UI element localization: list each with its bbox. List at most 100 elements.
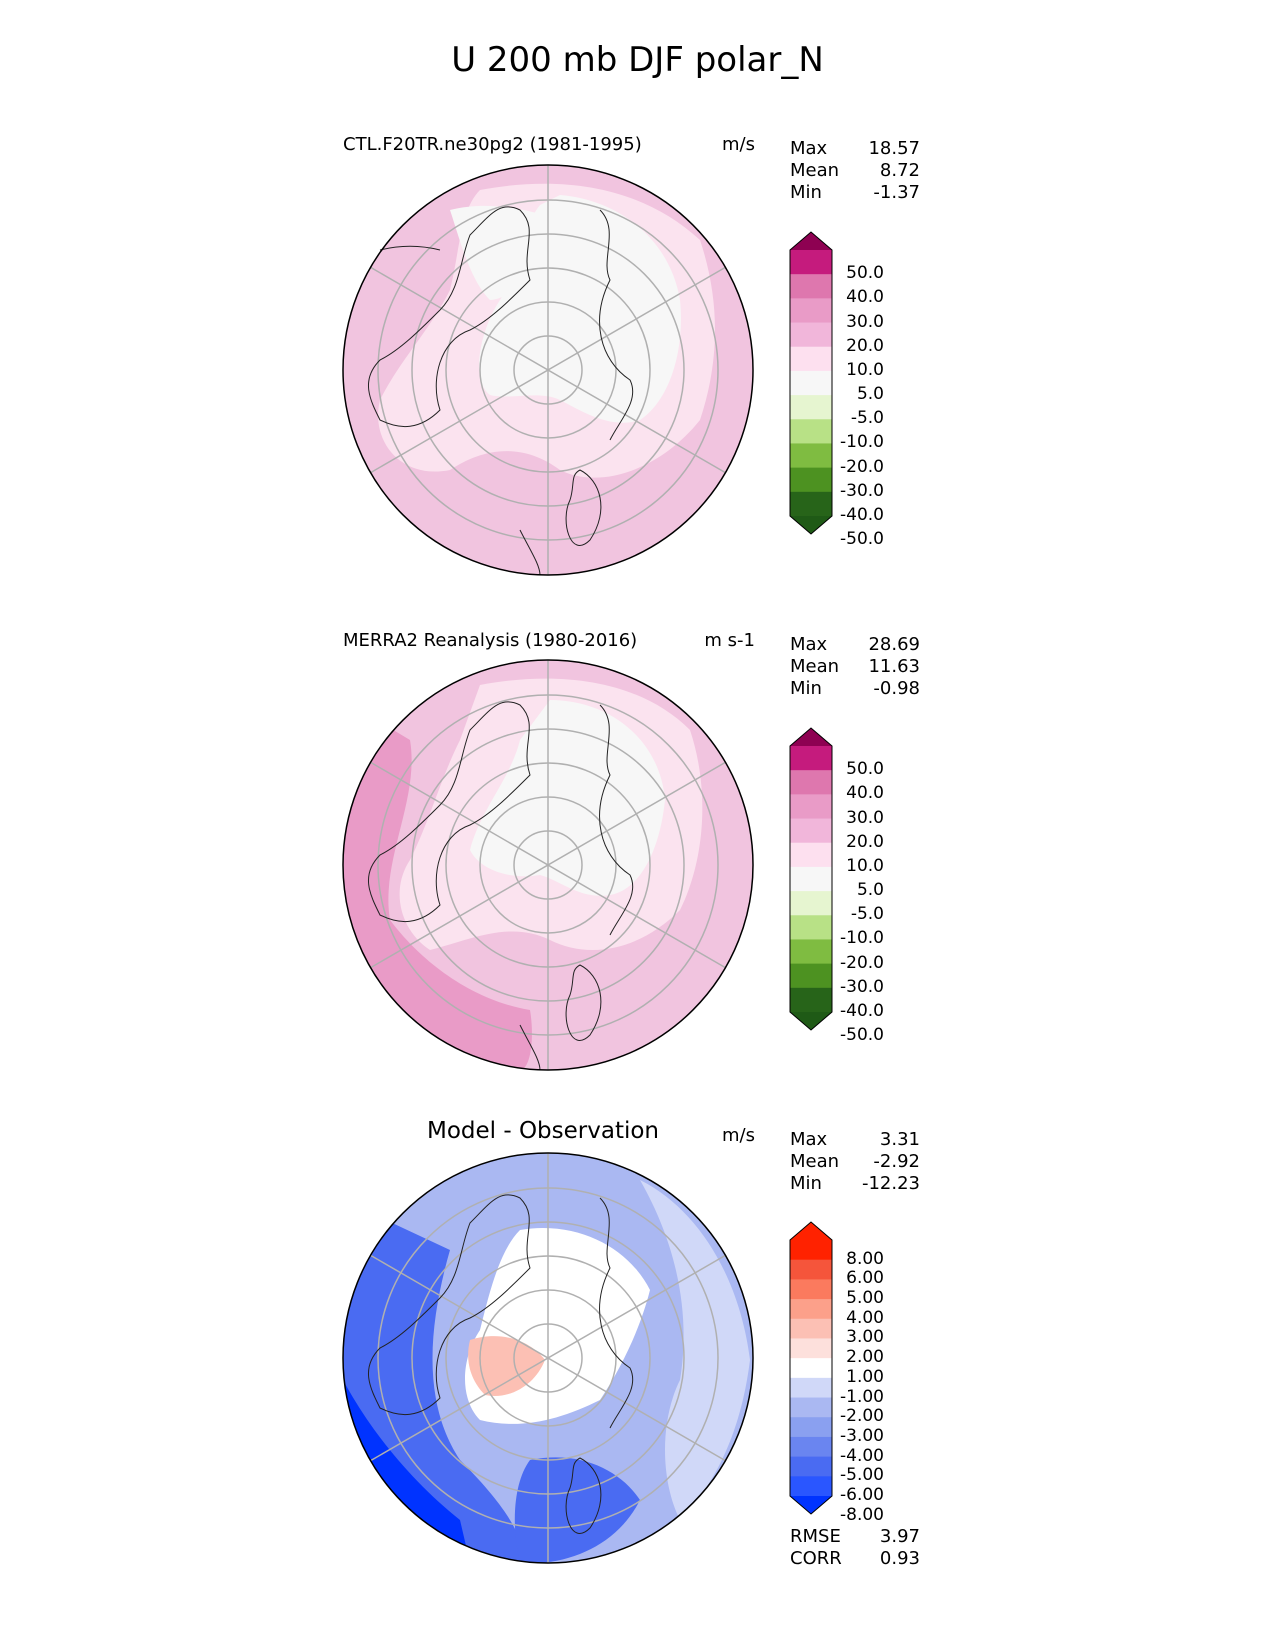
colorbar-segment — [790, 467, 832, 493]
stats-block: Max 28.69 Mean 11.63 Min -0.98 — [790, 634, 920, 699]
panel-units: m s-1 — [704, 630, 755, 651]
field-fill-near-zero — [450, 205, 560, 300]
colorbar-tick-label: -50.0 — [840, 529, 884, 550]
colorbar-segment — [790, 915, 832, 940]
colorbar-segment — [790, 963, 832, 989]
map-boundary — [342, 1152, 754, 1564]
colorbar-tick-label: -40.0 — [840, 1001, 884, 1021]
map-grid — [369, 165, 727, 575]
colorbar-tick-label: -30.0 — [840, 976, 884, 997]
colorbar-0 — [789, 231, 833, 535]
colorbar-tick-label: -20.0 — [840, 456, 884, 477]
colorbar-segment — [790, 1397, 832, 1418]
stats-block: Max 18.57 Mean 8.72 Min -1.37 — [790, 138, 920, 203]
colorbar-tick-label: 20.0 — [846, 831, 884, 852]
colorbar-segment — [790, 842, 832, 868]
colorbar-segment — [790, 770, 832, 795]
colorbar-tick-label: -10.0 — [840, 432, 884, 453]
colorbar-segment — [790, 891, 832, 916]
diff-fill-plus2 — [468, 1336, 545, 1396]
colorbar-tick-label: -2.00 — [840, 1406, 884, 1427]
colorbar-segment — [790, 1318, 832, 1339]
colorbar-extend-max — [790, 232, 832, 250]
colorbar-tick-label: 5.0 — [856, 880, 884, 901]
colorbar-segment — [790, 1456, 832, 1477]
colorbar-segment — [790, 322, 832, 348]
colorbar-tick-label: -40.0 — [840, 505, 884, 525]
colorbar-tick-label: 30.0 — [846, 311, 884, 332]
diff-fill-minus1 — [640, 1180, 750, 1520]
colorbar-segment — [790, 346, 832, 372]
colorbar-outline — [789, 727, 833, 1031]
colorbar-tick-label: 1.00 — [846, 1366, 884, 1387]
colorbar-extend-min — [790, 1012, 832, 1030]
colorbar-segment — [790, 491, 832, 517]
colorbar-segment — [790, 1476, 832, 1497]
colorbar-tick-label: 6.00 — [846, 1268, 884, 1289]
colorbar-2 — [789, 1221, 833, 1515]
colorbar-tick-label: -5.0 — [850, 408, 884, 429]
field-fill-20-30 — [343, 700, 532, 1070]
colorbar-extend-max — [790, 1222, 832, 1240]
colorbar-segment — [790, 1358, 832, 1379]
colorbar-segment — [790, 866, 832, 892]
colorbar-segment — [790, 939, 832, 965]
coastlines — [367, 206, 634, 576]
colorbar-segment — [790, 746, 832, 771]
colorbar-tick-label: 5.00 — [846, 1288, 884, 1309]
colorbar-tick-label: 50.0 — [846, 759, 884, 780]
colorbar-tick-label: 4.00 — [846, 1307, 884, 1328]
colorbar-tick-label: 40.0 — [846, 287, 884, 308]
colorbar-segment — [790, 1417, 832, 1438]
colorbar-segment — [790, 1377, 832, 1399]
error-stats: RMSE 3.97 CORR 0.93 — [790, 1526, 920, 1569]
colorbar-segment — [790, 794, 832, 820]
colorbar-outline — [789, 231, 833, 535]
colorbar-tick-label: 10.0 — [846, 855, 884, 876]
colorbar-tick-label: -30.0 — [840, 480, 884, 501]
colorbar-segment — [790, 1259, 832, 1280]
panel-title: Model - Observation — [426, 1118, 660, 1144]
colorbar-tick-label: 50.0 — [846, 263, 884, 284]
colorbar-tick-label: 2.00 — [846, 1347, 884, 1368]
map-grid — [369, 660, 727, 1070]
coastlines — [367, 1194, 634, 1534]
colorbar-tick-label: -5.00 — [840, 1465, 884, 1486]
colorbar-tick-label: 20.0 — [846, 335, 884, 356]
colorbar-segment — [790, 298, 832, 324]
colorbar-segment — [790, 987, 832, 1013]
colorbar-tick-label: 5.0 — [856, 384, 884, 405]
colorbar-tick-label: -3.00 — [840, 1425, 884, 1446]
diff-fill-minus5 — [514, 1457, 640, 1563]
colorbar-tick-label: 40.0 — [846, 783, 884, 804]
figure-title: U 200 mb DJF polar_N — [451, 40, 824, 80]
colorbar-tick-label: -1.00 — [840, 1386, 884, 1407]
panel-title: MERRA2 Reanalysis (1980-2016) — [343, 630, 638, 651]
colorbar-extend-max — [790, 728, 832, 746]
colorbar-segment — [790, 1240, 832, 1261]
colorbar-outline — [789, 1221, 833, 1515]
map-grid — [369, 1153, 727, 1563]
colorbar-extend-min — [790, 1496, 832, 1514]
colorbar-segment — [790, 1338, 832, 1359]
map-boundary — [342, 659, 754, 1071]
colorbar-1 — [789, 727, 833, 1031]
colorbar-tick-label: 10.0 — [846, 359, 884, 380]
panel-units: m/s — [722, 1125, 755, 1146]
colorbar-tick-label: -4.00 — [840, 1445, 884, 1466]
colorbar-segment — [790, 1299, 832, 1320]
colorbar-segment — [790, 1279, 832, 1300]
colorbar-segment — [790, 443, 832, 469]
colorbar-segment — [790, 1436, 832, 1458]
colorbar-tick-label: -8.00 — [840, 1504, 884, 1525]
stats-block: Max 3.31 Mean -2.92 Min -12.23 — [790, 1129, 920, 1194]
colorbar-tick-label: -6.00 — [840, 1485, 884, 1505]
colorbar-tick-label: -50.0 — [840, 1025, 884, 1046]
colorbar-segment — [790, 419, 832, 444]
map-boundary — [342, 164, 754, 576]
colorbar-tick-label: -10.0 — [840, 928, 884, 949]
